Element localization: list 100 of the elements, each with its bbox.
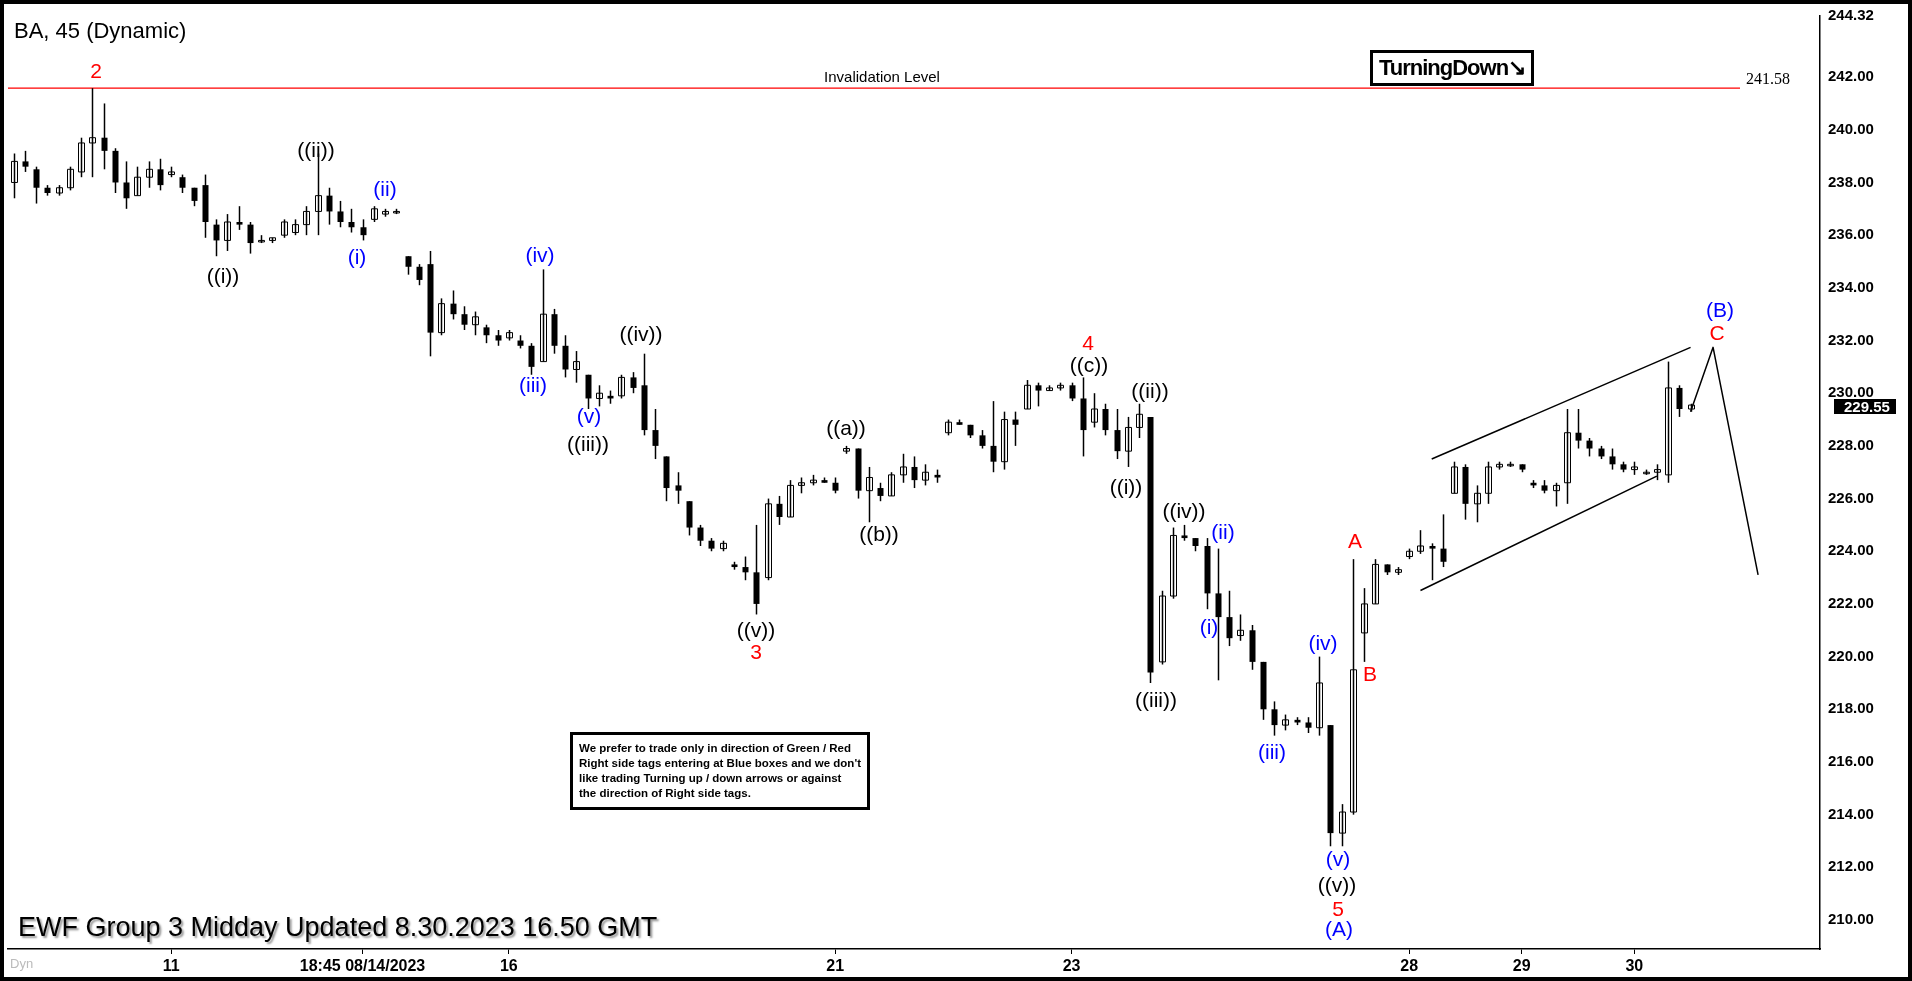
y-tick-label: 228.00 (1828, 436, 1874, 454)
candlestick (483, 323, 490, 344)
annotation: ((b)) (859, 522, 899, 546)
annotation: (ii) (373, 177, 397, 201)
candlestick (675, 471, 682, 505)
candlestick (281, 218, 288, 239)
candlestick (1350, 558, 1357, 816)
candlestick (1012, 410, 1019, 447)
annotation: (iii) (519, 373, 547, 397)
candlestick (360, 218, 367, 242)
y-tick-label: 230.00 (1828, 383, 1874, 401)
candlestick (540, 268, 547, 363)
candlestick (1170, 526, 1177, 600)
annotation: 4 (1082, 331, 1094, 355)
candlestick (303, 205, 310, 236)
annotation: ((v)) (1317, 873, 1357, 897)
candlestick (1665, 360, 1672, 484)
candlestick (1676, 384, 1683, 418)
x-tick-label: 18:45 08/14/2023 (299, 957, 426, 975)
y-tick-label: 214.00 (1828, 804, 1874, 822)
y-tick-label: 236.00 (1828, 225, 1874, 243)
annotation: ((c)) (1069, 353, 1109, 377)
text: 229.55 (1834, 398, 1896, 415)
y-tick-label: 244.32 (1828, 6, 1874, 24)
candlestick (765, 497, 772, 581)
candlestick (877, 482, 884, 502)
candlestick (1271, 700, 1278, 737)
annotation: B (1362, 662, 1378, 686)
candlestick (1575, 408, 1582, 450)
y-tick-label: 234.00 (1828, 277, 1874, 295)
candlestick (1237, 613, 1244, 642)
candlestick (697, 524, 704, 547)
candlestick (146, 160, 153, 189)
candlestick (573, 350, 580, 384)
candlestick (1114, 408, 1121, 460)
x-tick-label: 21 (826, 957, 845, 975)
candlestick (1372, 558, 1379, 605)
candlestick (1035, 381, 1042, 408)
candlestick (224, 213, 231, 252)
y-tick-label: 238.00 (1828, 172, 1874, 190)
y-tick-label: 232.00 (1828, 330, 1874, 348)
annotation: (i) (347, 245, 367, 269)
annotation: 3 (750, 640, 762, 664)
x-tick-label: 29 (1512, 957, 1531, 975)
candlestick (213, 218, 220, 257)
annotation: ((a)) (826, 416, 866, 440)
annotation: ((v)) (736, 618, 776, 642)
annotation: (iii) (1258, 740, 1286, 764)
candlestick (562, 334, 569, 379)
candlestick (101, 102, 108, 171)
candlestick (652, 408, 659, 460)
candlestick (1586, 437, 1593, 458)
candlestick (123, 160, 130, 210)
candlestick (1024, 379, 1031, 410)
candlestick (1429, 542, 1436, 581)
candlestick (22, 150, 29, 173)
candlestick (157, 158, 164, 192)
annotation: Invalidation Level (824, 67, 940, 85)
candlestick (1361, 587, 1368, 663)
annotation: EWF Group 3 Midday Updated 8.30.2023 16.50 GMT (18, 912, 658, 943)
y-tick-label: 226.00 (1828, 488, 1874, 506)
candlestick (11, 152, 18, 200)
candlestick (585, 374, 592, 410)
annotation: (iv) (525, 243, 555, 267)
candlestick (33, 165, 40, 205)
x-tick-label: 23 (1062, 957, 1081, 975)
candlestick (990, 400, 997, 473)
candlestick (236, 205, 243, 231)
candlestick (337, 200, 344, 229)
annotation: We prefer to trade only in direction of Green / Red Right side tags entering at Blue boxes and we don't like trading Turning up / down arrows or against the direction of Right side tags. (570, 732, 870, 810)
candlestick (1474, 484, 1481, 524)
candlestick (438, 297, 445, 336)
annotation: C (1709, 321, 1725, 345)
candlestick (461, 305, 468, 331)
candlestick (1417, 529, 1424, 555)
candlestick (1215, 547, 1222, 682)
candlestick (1553, 482, 1560, 508)
candlestick (979, 429, 986, 450)
candlestick (776, 495, 783, 526)
candlestick (1136, 402, 1143, 439)
annotation: ((i)) (1109, 475, 1143, 499)
y-tick-label: 218.00 (1828, 699, 1874, 717)
annotation: A (1347, 529, 1363, 553)
y-tick-label: 242.00 (1828, 67, 1874, 85)
candlestick (1159, 590, 1166, 666)
annotation: ((iv)) (619, 322, 663, 346)
annotation: ((ii)) (297, 138, 335, 162)
candlestick (742, 555, 749, 581)
candlestick (596, 384, 603, 408)
y-tick-label: 240.00 (1828, 119, 1874, 137)
candlestick (866, 466, 873, 524)
candlestick (618, 374, 625, 400)
text: Dyn (10, 956, 34, 971)
x-tick-label: 30 (1625, 957, 1644, 975)
candlestick (1091, 392, 1098, 429)
candlestick (1485, 460, 1492, 505)
annotation: (v) (1325, 847, 1351, 871)
candlestick (787, 479, 794, 518)
candlestick (911, 455, 918, 489)
candlestick (405, 255, 412, 276)
